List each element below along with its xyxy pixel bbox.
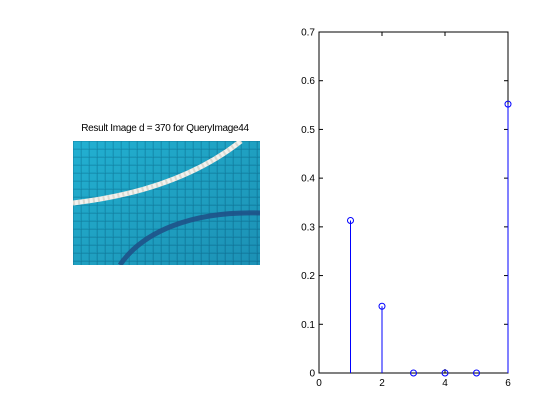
y-tick-label: 0.4 [301, 174, 315, 185]
x-tick-label: 0 [316, 378, 322, 389]
x-tick-label: 2 [379, 378, 385, 389]
axes-frame [319, 32, 508, 373]
y-tick-label: 0.1 [301, 320, 315, 331]
y-tick-label: 0.2 [301, 271, 315, 282]
x-tick-label: 4 [442, 378, 448, 389]
y-tick-label: 0.3 [301, 222, 315, 233]
y-tick-label: 0.6 [301, 76, 315, 87]
y-tick-label: 0.5 [301, 125, 315, 136]
y-tick-label: 0.7 [301, 28, 315, 39]
x-tick-label: 6 [505, 378, 511, 389]
y-tick-label: 0 [309, 369, 315, 380]
